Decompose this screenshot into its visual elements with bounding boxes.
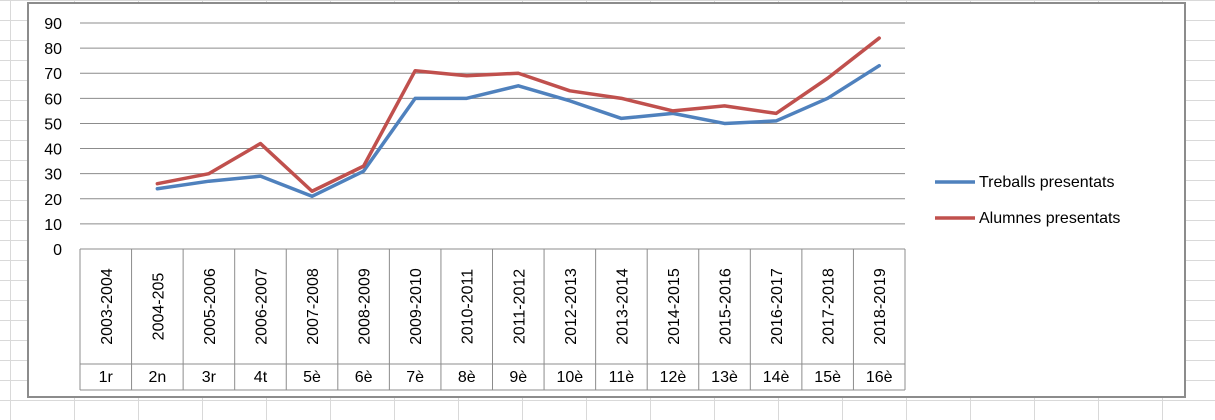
x-tick-label: 2011-2012	[511, 269, 528, 344]
x-tick-label: 2004-205	[150, 273, 167, 341]
x-secondary-label: 16è	[866, 369, 893, 386]
x-tick-label: 2010-2011	[460, 269, 477, 344]
x-tick-label: 2005-2006	[202, 268, 219, 345]
x-secondary-label: 14è	[763, 369, 790, 386]
x-secondary-label: 8è	[458, 369, 476, 386]
x-secondary-label: 11è	[609, 369, 635, 386]
chart-frame[interactable]	[27, 2, 1186, 398]
x-tick-label: 2017-2018	[821, 268, 838, 345]
x-tick-label: 2012-2013	[563, 268, 580, 345]
y-tick-label: 60	[44, 91, 62, 108]
y-tick-label: 90	[44, 16, 62, 33]
x-tick-label: 2003-2004	[99, 268, 116, 345]
series-line-treballs	[155, 63, 881, 199]
y-tick-label: 30	[44, 167, 62, 184]
x-secondary-label: 7è	[406, 369, 424, 386]
x-secondary-label: 9è	[509, 369, 527, 386]
x-tick-label: 2009-2010	[408, 268, 425, 345]
x-secondary-label: 4t	[254, 369, 268, 386]
x-tick-label: 2006-2007	[253, 268, 270, 345]
y-tick-label: 40	[44, 142, 62, 159]
x-secondary-label: 12è	[660, 369, 687, 386]
x-secondary-label: 5è	[303, 369, 321, 386]
x-tick-label: 2015-2016	[718, 268, 735, 345]
y-tick-label: 80	[44, 41, 62, 58]
x-tick-label: 2008-2009	[357, 268, 374, 345]
y-tick-label: 70	[44, 66, 62, 83]
x-secondary-label: 3r	[202, 369, 217, 386]
x-secondary-label: 6è	[355, 369, 373, 386]
y-tick-label: 50	[44, 116, 62, 133]
x-secondary-label: 15è	[814, 369, 841, 386]
y-tick-label: 20	[44, 192, 62, 209]
legend-label: Treballs presentats	[979, 174, 1114, 191]
x-tick-label: 2013-2014	[614, 268, 631, 345]
x-tick-label: 2014-2015	[666, 268, 683, 345]
x-secondary-label: 13è	[711, 369, 738, 386]
x-secondary-label: 10è	[556, 369, 583, 386]
series-line-alumnes	[155, 36, 881, 193]
x-tick-label: 2018-2019	[872, 268, 889, 345]
x-secondary-label: 1r	[99, 369, 114, 386]
y-tick-label: 10	[44, 217, 62, 234]
x-tick-label: 2007-2008	[305, 268, 322, 345]
x-secondary-label: 2n	[148, 369, 166, 386]
x-tick-label: 2016-2017	[769, 268, 786, 345]
y-tick-label: 0	[53, 242, 62, 259]
legend-label: Alumnes presentats	[979, 210, 1120, 227]
